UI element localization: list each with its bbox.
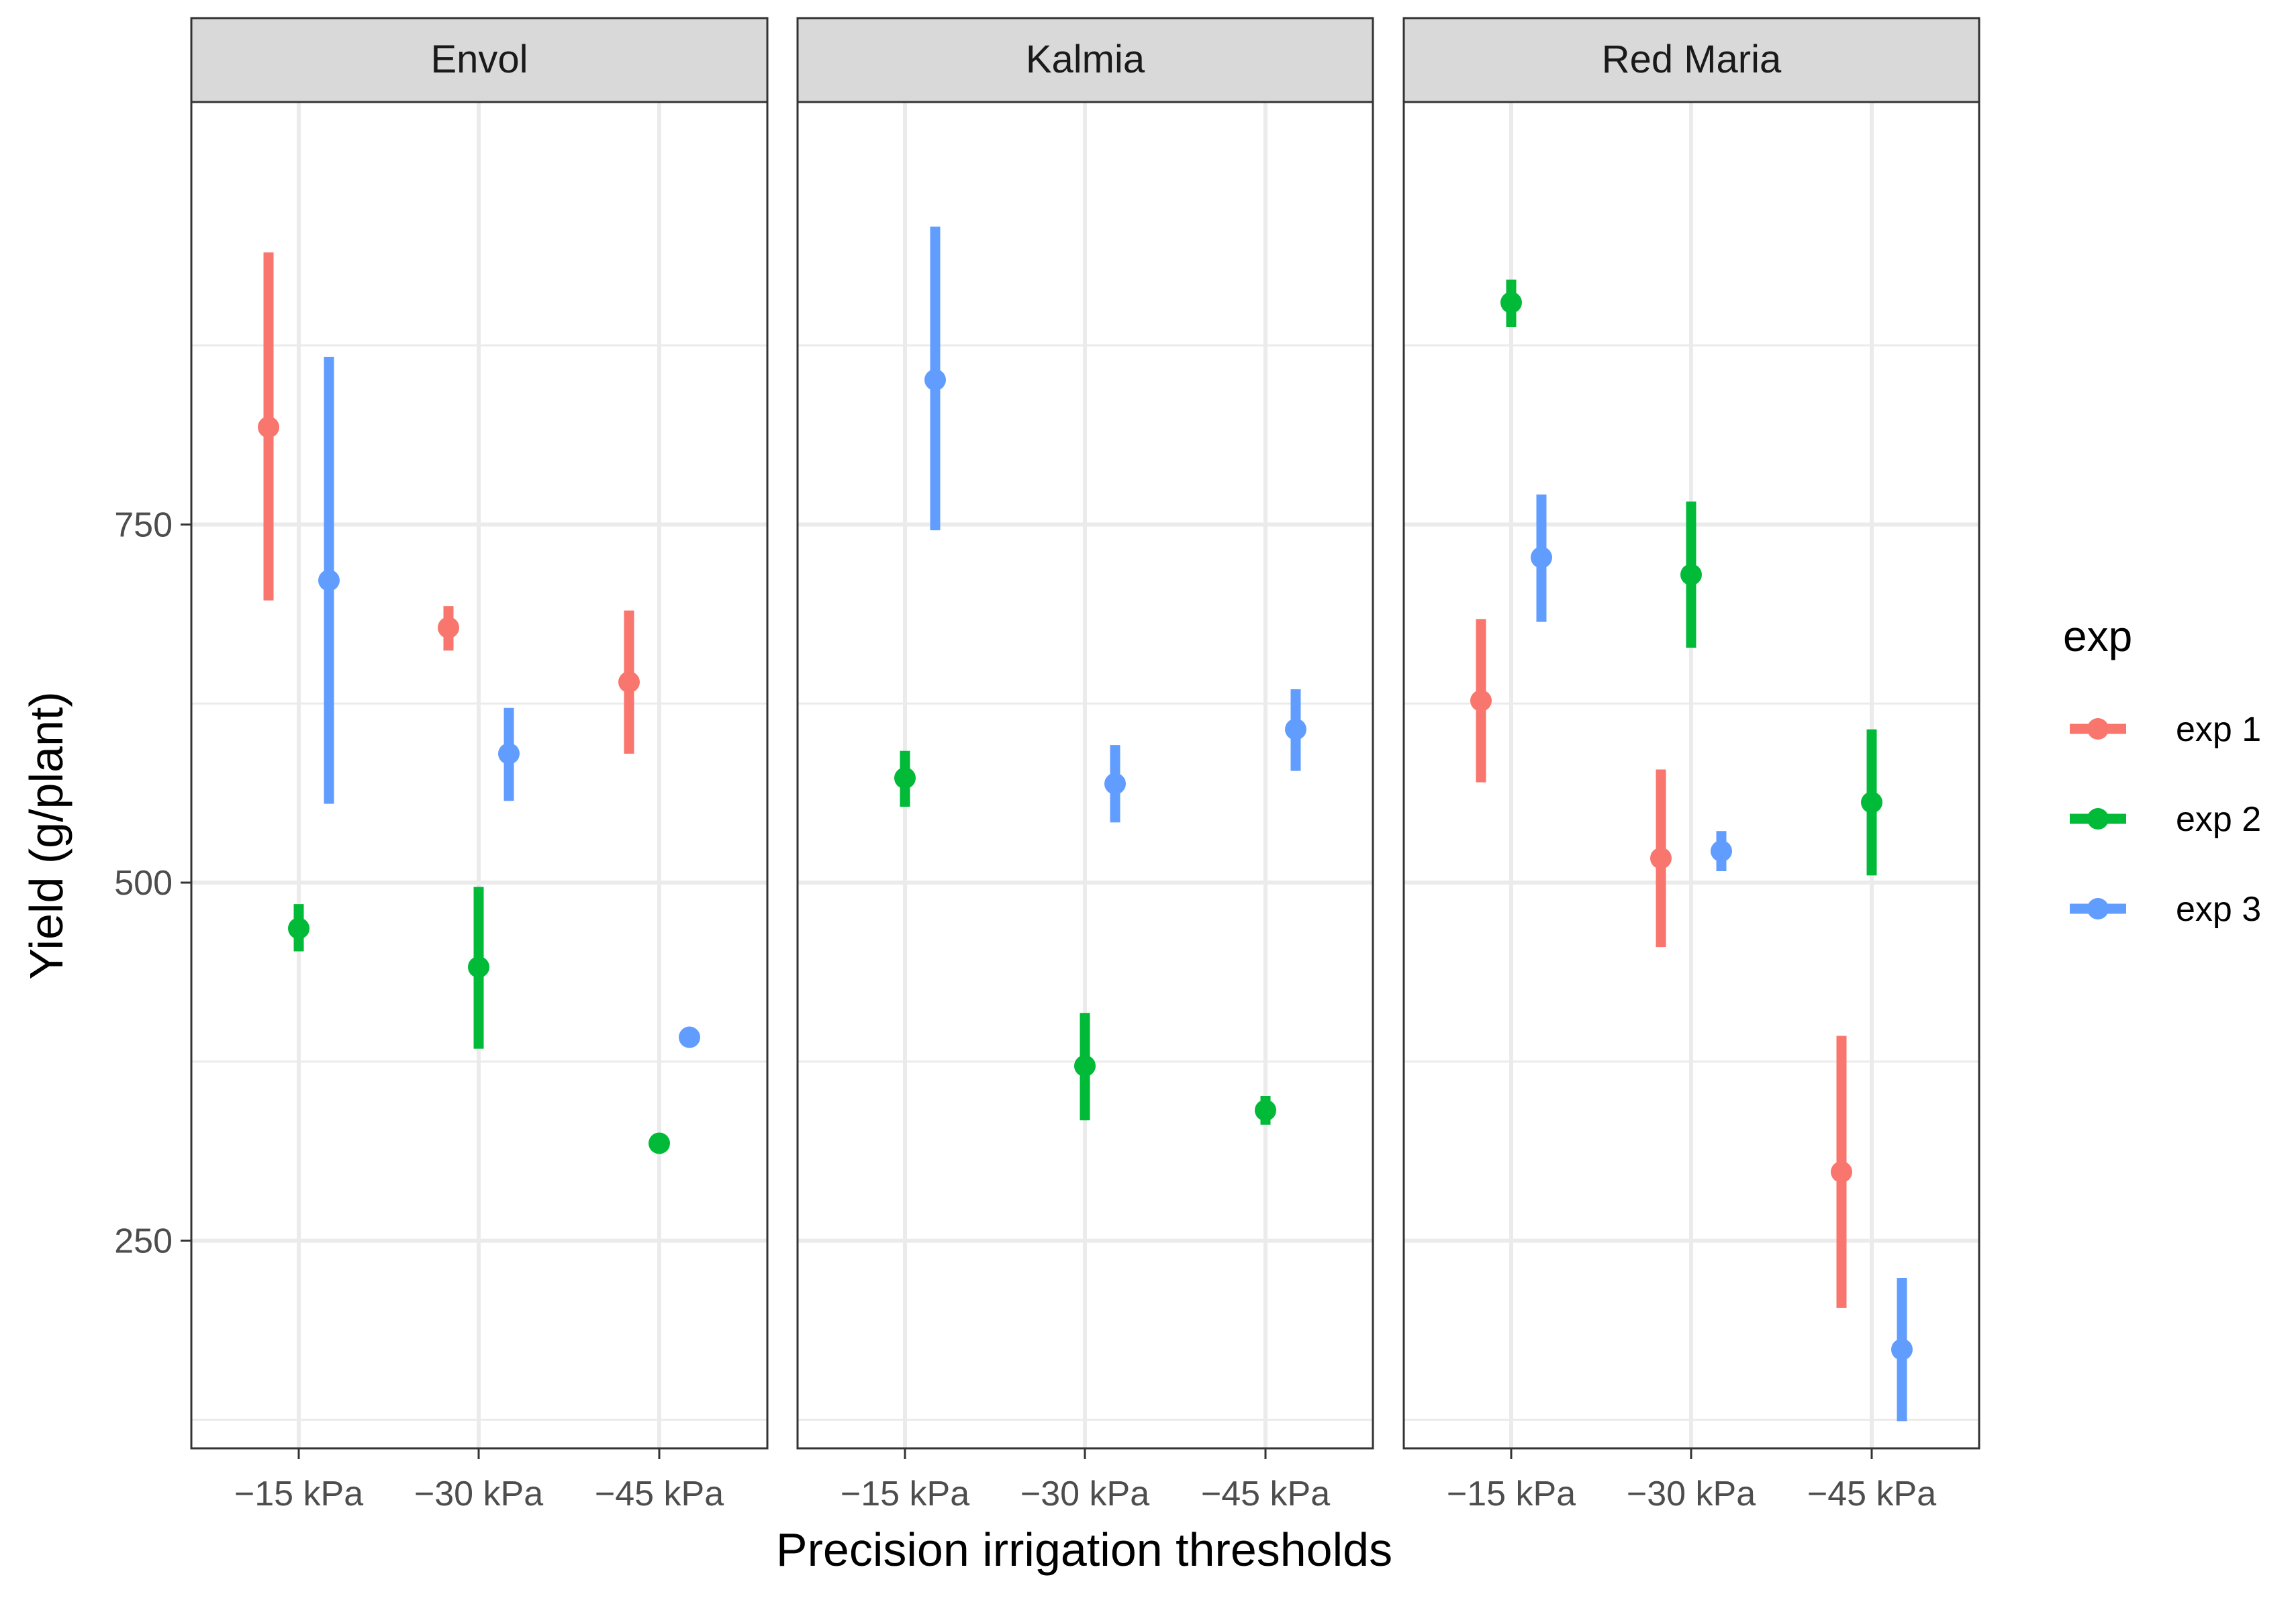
facet-strip-label: Envol bbox=[430, 38, 528, 81]
x-tick-label: −15 kPa bbox=[234, 1475, 363, 1513]
data-point bbox=[1680, 564, 1702, 586]
data-point bbox=[1074, 1055, 1096, 1077]
facet-strip bbox=[190, 17, 769, 103]
facet-strip bbox=[1402, 17, 1980, 103]
data-point bbox=[288, 917, 309, 940]
data-point bbox=[318, 569, 340, 591]
facet-strip-label: Kalmia bbox=[1026, 38, 1145, 81]
facet-panel-kalmia: Kalmia −15 kPa −30 kPa −45 kPa bbox=[796, 17, 1374, 1513]
series-exp-1 bbox=[1470, 619, 1852, 1308]
series-exp-3 bbox=[1531, 494, 1913, 1421]
x-tick-label: −30 kPa bbox=[414, 1475, 543, 1513]
legend-label: exp 2 bbox=[2176, 800, 2261, 839]
facet-panel-red-maria: Red Maria −15 kPa −30 kPa −45 kPa bbox=[1402, 17, 1980, 1513]
data-point bbox=[1285, 718, 1306, 740]
y-axis-title: Yield (g/plant) bbox=[20, 691, 73, 979]
facet-panel-envol: Envol −15 kPa −30 kPa −45 kPa bbox=[190, 17, 769, 1513]
x-tick-label: −30 kPa bbox=[1627, 1475, 1756, 1513]
series-exp-3 bbox=[924, 226, 1306, 823]
legend-entry-exp-1: exp 1 bbox=[2070, 710, 2261, 749]
data-point bbox=[438, 617, 459, 639]
data-point bbox=[498, 742, 520, 764]
legend-entry-exp-3: exp 3 bbox=[2070, 890, 2261, 929]
data-point bbox=[649, 1132, 670, 1154]
data-point bbox=[894, 767, 916, 789]
data-point bbox=[1470, 690, 1492, 712]
data-point bbox=[1255, 1099, 1276, 1121]
legend: exp exp 1 exp 2 exp 3 bbox=[2063, 612, 2261, 929]
legend-key-point bbox=[2087, 808, 2109, 830]
x-tick-label: −45 kPa bbox=[595, 1475, 724, 1513]
data-point bbox=[1891, 1338, 1913, 1360]
x-tick-label: −30 kPa bbox=[1020, 1475, 1149, 1513]
data-point bbox=[468, 956, 489, 978]
series-exp-3 bbox=[318, 356, 700, 1048]
data-point bbox=[258, 416, 279, 438]
data-point bbox=[1650, 847, 1672, 869]
facet-strip-label: Red Maria bbox=[1602, 38, 1782, 81]
x-tick-label: −45 kPa bbox=[1807, 1475, 1936, 1513]
data-point bbox=[1500, 291, 1522, 313]
x-tick-label: −45 kPa bbox=[1201, 1475, 1330, 1513]
y-tick-label: 750 bbox=[114, 506, 173, 545]
data-point bbox=[618, 671, 640, 693]
data-point bbox=[1711, 840, 1732, 862]
data-point bbox=[1861, 791, 1882, 813]
data-point bbox=[1531, 546, 1552, 568]
data-point bbox=[924, 369, 946, 391]
facet-strip bbox=[796, 17, 1374, 103]
legend-label: exp 1 bbox=[2176, 710, 2261, 749]
y-tick-label: 500 bbox=[114, 864, 173, 903]
series-exp-2 bbox=[894, 750, 1276, 1125]
legend-title: exp bbox=[2063, 612, 2132, 660]
legend-entry-exp-2: exp 2 bbox=[2070, 800, 2261, 839]
data-point bbox=[679, 1026, 700, 1048]
legend-label: exp 3 bbox=[2176, 890, 2261, 929]
legend-key-point bbox=[2087, 898, 2109, 919]
series-exp-2 bbox=[288, 887, 670, 1154]
data-point bbox=[1831, 1161, 1852, 1183]
legend-key-point bbox=[2087, 718, 2109, 740]
x-axis-title: Precision irrigation thresholds bbox=[776, 1524, 1392, 1576]
series-exp-1 bbox=[258, 252, 640, 754]
data-point bbox=[1104, 772, 1126, 795]
series-exp-2 bbox=[1500, 279, 1882, 876]
y-axis: 250 500 750 bbox=[114, 506, 191, 1261]
x-tick-label: −15 kPa bbox=[841, 1475, 969, 1513]
facet-panels: Envol −15 kPa −30 kPa −45 kPa Kalmia −15 kPa −… bbox=[190, 17, 1980, 1513]
y-tick-label: 250 bbox=[114, 1222, 173, 1261]
x-tick-label: −15 kPa bbox=[1447, 1475, 1576, 1513]
